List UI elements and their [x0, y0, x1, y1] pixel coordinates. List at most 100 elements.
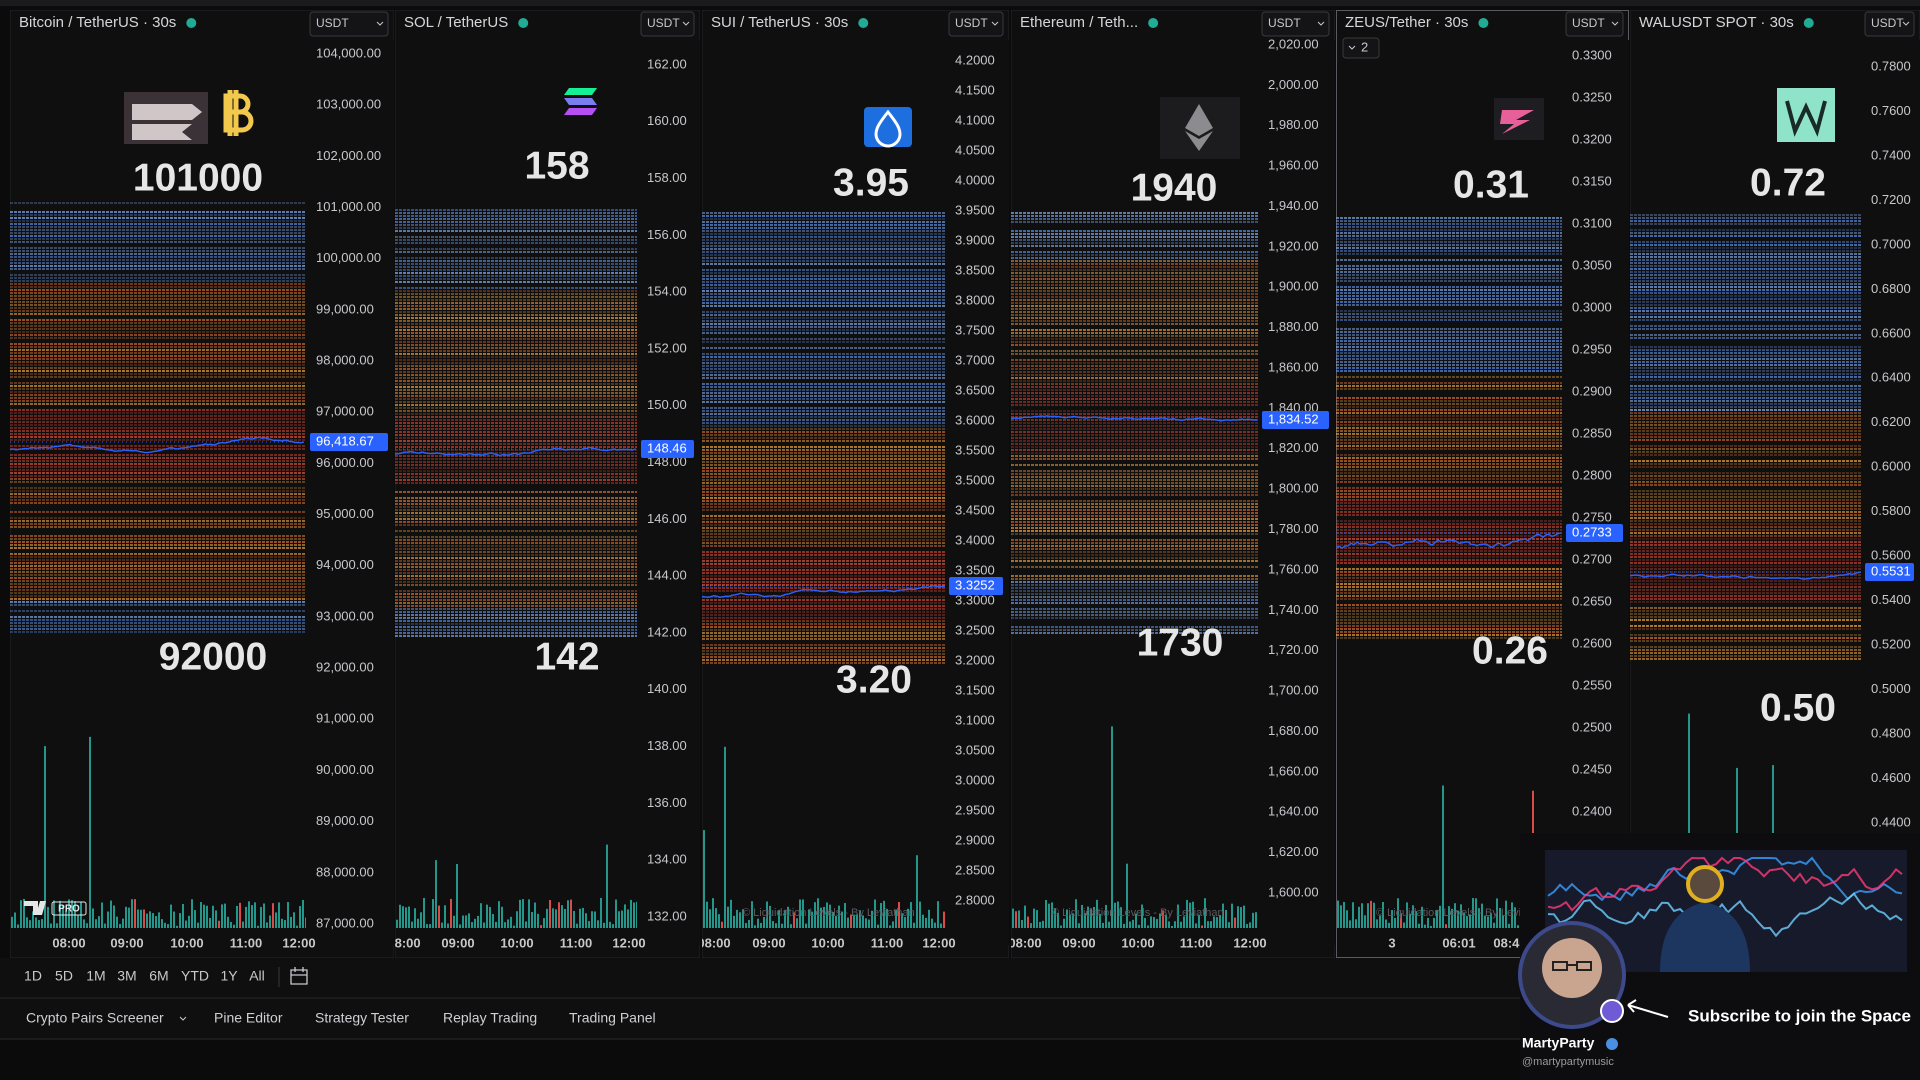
bottom-tab[interactable]: Crypto Pairs Screener [26, 1010, 164, 1026]
volume-bar [543, 918, 545, 928]
currency-label[interactable]: USDT [1871, 16, 1904, 30]
volume-bar [459, 924, 461, 928]
volume-bar [1412, 905, 1414, 928]
bottom-tab[interactable]: Pine Editor [214, 1010, 283, 1026]
price-tick-label: 97,000.00 [316, 404, 374, 419]
volume-bar [859, 910, 861, 928]
volume-bar [715, 908, 717, 928]
volume-bar [125, 906, 127, 928]
price-tick-label: 144.00 [647, 568, 687, 583]
volume-bar [1514, 907, 1516, 928]
volume-bar [919, 901, 921, 928]
volume-bar [203, 904, 205, 928]
volume-bar [883, 900, 885, 928]
price-tick-label: 1,820.00 [1268, 440, 1319, 455]
panel-title[interactable]: Bitcoin / TetherUS · 30s [19, 14, 176, 31]
currency-dropdown[interactable] [1565, 11, 1624, 37]
currency-label[interactable]: USDT [1268, 16, 1301, 30]
volume-bar [278, 902, 280, 928]
volume-bar [41, 919, 43, 928]
range-button[interactable]: 1Y [220, 968, 238, 984]
volume-bar [1081, 904, 1083, 928]
bottom-tab[interactable]: Trading Panel [569, 1010, 656, 1026]
volume-bar [1442, 785, 1444, 928]
price-tick-label: 0.3250 [1572, 89, 1612, 104]
currency-dropdown[interactable] [1864, 11, 1915, 37]
range-button[interactable]: 1D [24, 968, 42, 984]
currency-label[interactable]: USDT [1572, 16, 1605, 30]
volume-bar [194, 910, 196, 928]
currency-dropdown[interactable] [1261, 11, 1330, 37]
volume-bar [751, 901, 753, 928]
volume-bar [1249, 922, 1251, 928]
volume-bar [1493, 922, 1495, 928]
volume-bar [709, 909, 711, 928]
pro-badge-bg [51, 901, 87, 916]
volume-bar [281, 918, 283, 928]
solana-icon [564, 88, 597, 95]
volume-bar [200, 902, 202, 928]
panel-title[interactable]: WALUSDT SPOT · 30s [1639, 14, 1794, 31]
range-button[interactable]: All [249, 968, 265, 984]
volume-bar [1024, 905, 1026, 928]
range-button[interactable]: 3M [117, 968, 136, 984]
volume-bar [733, 915, 735, 928]
volume-bar [206, 905, 208, 928]
volume-bar [522, 899, 524, 928]
range-button[interactable]: 6M [149, 968, 168, 984]
volume-bar [272, 903, 274, 928]
price-tick-label: 91,000.00 [316, 711, 374, 726]
volume-bar [29, 920, 31, 928]
currency-label[interactable]: USDT [647, 16, 680, 30]
price-tick-label: 3.3500 [955, 562, 995, 577]
volume-bar [573, 910, 575, 928]
range-button[interactable]: 5D [55, 968, 73, 984]
currency-dropdown[interactable] [640, 11, 695, 37]
volume-bar [1427, 917, 1429, 928]
volume-bar [1084, 913, 1086, 928]
currency-label[interactable]: USDT [316, 16, 349, 30]
currency-label[interactable]: USDT [955, 16, 988, 30]
volume-bar [230, 921, 232, 928]
live-dot [1148, 18, 1159, 28]
panel-title[interactable]: SUI / TetherUS · 30s [711, 14, 848, 31]
volume-bar [525, 921, 527, 928]
volume-bar [736, 909, 738, 928]
panel-title[interactable]: Ethereum / Teth... [1020, 14, 1138, 31]
range-button[interactable]: 1M [86, 968, 105, 984]
wal-icon [1777, 88, 1835, 142]
volume-bar [868, 919, 870, 928]
currency-dropdown[interactable] [309, 11, 389, 37]
volume-bar [1120, 907, 1122, 928]
volume-bar [257, 925, 259, 928]
time-tick-label: 06:01 [1442, 935, 1475, 950]
volume-bar [1376, 919, 1378, 928]
bottom-tab[interactable]: Strategy Tester [315, 1010, 409, 1026]
volume-bar [703, 830, 705, 928]
lower-level-label: 0.26 [1472, 629, 1548, 672]
panel-title[interactable]: SOL / TetherUS [404, 14, 508, 31]
volume-bar [609, 921, 611, 928]
panel-title[interactable]: ZEUS/Tether · 30s [1345, 14, 1468, 31]
bottom-tab[interactable]: Replay Trading [443, 1010, 537, 1026]
volume-bar [1195, 923, 1197, 928]
price-tick-label: 0.5000 [1871, 681, 1911, 696]
call-to-action[interactable]: Subscribe to join the Space [1688, 1006, 1911, 1025]
chart-panel: 101000 92000 104,000.00 103,000.00 102,000.0… [10, 10, 394, 958]
volume-bar [838, 905, 840, 928]
volume-bar [922, 914, 924, 928]
volume-bar [11, 916, 13, 928]
currency-dropdown[interactable] [948, 11, 1004, 37]
volume-bar [712, 898, 714, 928]
calendar-icon[interactable] [290, 967, 308, 985]
price-tick-label: 0.6600 [1871, 325, 1911, 340]
volume-bar [471, 922, 473, 928]
volume-bar [1379, 915, 1381, 928]
interval-badge[interactable] [1342, 37, 1380, 59]
volume-bar [865, 918, 867, 928]
range-button[interactable]: YTD [181, 968, 209, 984]
volume-bar [492, 914, 494, 928]
logos: PRO [24, 88, 1835, 916]
price-tick-label: 156.00 [647, 227, 687, 242]
volume-bar [128, 907, 130, 928]
